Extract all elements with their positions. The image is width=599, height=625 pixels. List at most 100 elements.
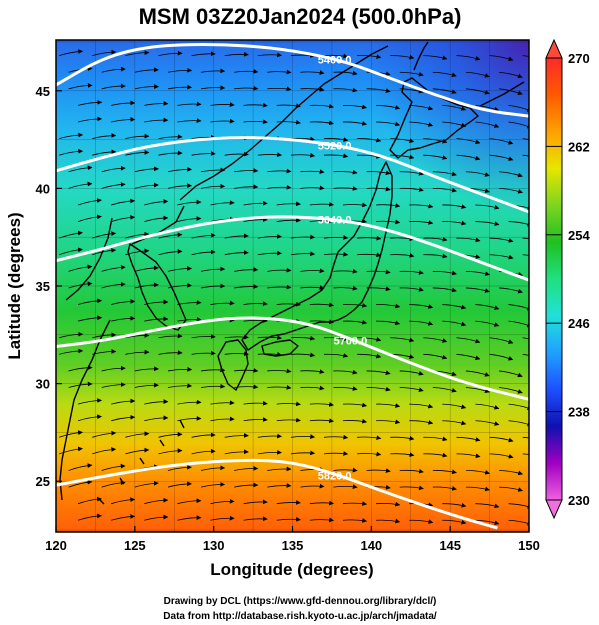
- streamline-arrow: [333, 87, 358, 93]
- streamline-arrow: [465, 470, 490, 475]
- streamline-arrow: [257, 250, 282, 256]
- streamline-arrow: [234, 184, 259, 190]
- streamline-arrow: [200, 183, 226, 189]
- contour-line: [56, 458, 498, 530]
- streamline-arrow: [191, 51, 216, 57]
- streamline-arrow: [333, 169, 358, 175]
- streamline-arrow: [167, 481, 192, 488]
- map-plot-area: 5400.0 5520.0 5640.0 5700.0 5820.0: [55, 39, 530, 533]
- streamline-arrow: [390, 452, 415, 457]
- streamline-arrow: [167, 383, 193, 389]
- streamline-arrow: [376, 518, 401, 524]
- streamline-arrow: [366, 370, 391, 376]
- streamline-arrow: [390, 138, 415, 143]
- streamline-arrow: [257, 152, 282, 158]
- streamline-arrow: [257, 351, 282, 357]
- streamline-arrow: [456, 436, 481, 442]
- streamline-arrow: [68, 479, 93, 488]
- streamline-arrow: [267, 267, 292, 273]
- streamline-arrow: [125, 50, 150, 57]
- streamline-arrow: [257, 449, 282, 455]
- streamline-arrow: [167, 67, 193, 73]
- streamline-arrow: [101, 480, 126, 488]
- streamline-arrow: [390, 154, 415, 160]
- streamline-arrow: [276, 201, 301, 207]
- coastlines: [59, 41, 525, 505]
- streamline-arrow: [366, 286, 391, 292]
- streamline-arrow: [489, 55, 514, 62]
- streamline-arrow: [399, 71, 424, 77]
- streamline-arrow: [210, 400, 235, 406]
- y-tick-label: 25: [36, 474, 50, 489]
- streamline-arrow: [390, 54, 415, 60]
- streamline-arrow: [323, 53, 349, 59]
- streamline-arrow: [200, 465, 226, 471]
- streamline-arrow: [59, 348, 84, 355]
- streamline-arrow: [144, 117, 169, 123]
- streamline-arrow: [92, 231, 117, 239]
- streamline-arrow: [508, 221, 529, 227]
- streamline-arrow: [423, 436, 448, 442]
- streamline-arrow: [342, 518, 368, 523]
- streamline-arrow: [465, 88, 490, 95]
- streamline-arrow: [475, 320, 500, 327]
- streamline-arrow: [59, 49, 84, 57]
- y-tick-label: 40: [36, 181, 50, 196]
- streamline-arrow: [210, 300, 235, 306]
- streamline-arrow: [125, 447, 150, 455]
- streamline-arrow: [92, 149, 117, 156]
- x-tick-label: 140: [360, 538, 382, 553]
- height-contours: 5400.0 5520.0 5640.0 5700.0 5820.0: [56, 43, 529, 530]
- streamline-arrow: [224, 51, 249, 57]
- streamline-arrow: [101, 83, 126, 90]
- streamline-arrow: [309, 517, 334, 523]
- colorbar: 270 262 254 246 238 230: [545, 38, 590, 520]
- streamline-arrow: [177, 101, 202, 107]
- streamline-arrow: [300, 185, 325, 191]
- streamline-arrow: [92, 447, 117, 455]
- streamline-arrow: [59, 430, 83, 438]
- streamline-arrow: [210, 498, 235, 505]
- streamline-arrow: [390, 236, 415, 242]
- streamline-arrow: [399, 468, 424, 474]
- streamline-arrow: [200, 383, 226, 389]
- streamline-arrow: [125, 133, 150, 139]
- streamline-arrow: [409, 304, 434, 309]
- streamline-arrow: [200, 482, 226, 488]
- streamline-arrow: [177, 498, 202, 505]
- streamline-arrow: [111, 398, 136, 405]
- streamline-arrow: [290, 450, 316, 456]
- streamline-arrow: [409, 403, 434, 409]
- streamline-arrow: [276, 500, 301, 505]
- streamline-arrow: [77, 315, 103, 322]
- streamline-arrow: [342, 202, 368, 208]
- credit-drawing: Drawing by DCL (https://www.gfd-dennou.o…: [164, 596, 437, 607]
- streamline-arrow: [442, 320, 467, 327]
- streamline-arrow: [323, 235, 349, 240]
- coastline-okinawa: [97, 419, 185, 505]
- contour-line: [56, 316, 529, 401]
- streamline-arrow: [177, 399, 202, 405]
- streamline-arrow: [376, 219, 401, 225]
- streamline-arrow: [125, 231, 150, 239]
- streamline-arrow: [290, 152, 316, 158]
- streamline-arrow: [224, 433, 249, 438]
- streamline-arrow: [68, 83, 93, 90]
- streamline-arrow: [234, 482, 259, 488]
- streamline-arrow: [68, 264, 93, 272]
- y-axis: 25 30 35 40 45: [36, 84, 62, 489]
- streamline-arrow: [324, 153, 349, 159]
- y-axis-title: Latitude (degrees): [5, 212, 24, 359]
- colorbar-max-arrow: [545, 38, 563, 59]
- streamline-arrow: [522, 138, 529, 140]
- streamline-arrow: [224, 334, 249, 340]
- streamline-arrow: [309, 402, 334, 407]
- streamline-arrow: [92, 247, 117, 256]
- streamline-arrow: [432, 469, 457, 475]
- streamline-arrow: [125, 431, 150, 438]
- streamline-arrow: [177, 216, 202, 222]
- coastline-china-coast: [59, 319, 111, 501]
- streamline-arrow: [489, 237, 514, 243]
- streamline-arrow: [399, 270, 424, 275]
- streamline-arrow: [399, 287, 424, 292]
